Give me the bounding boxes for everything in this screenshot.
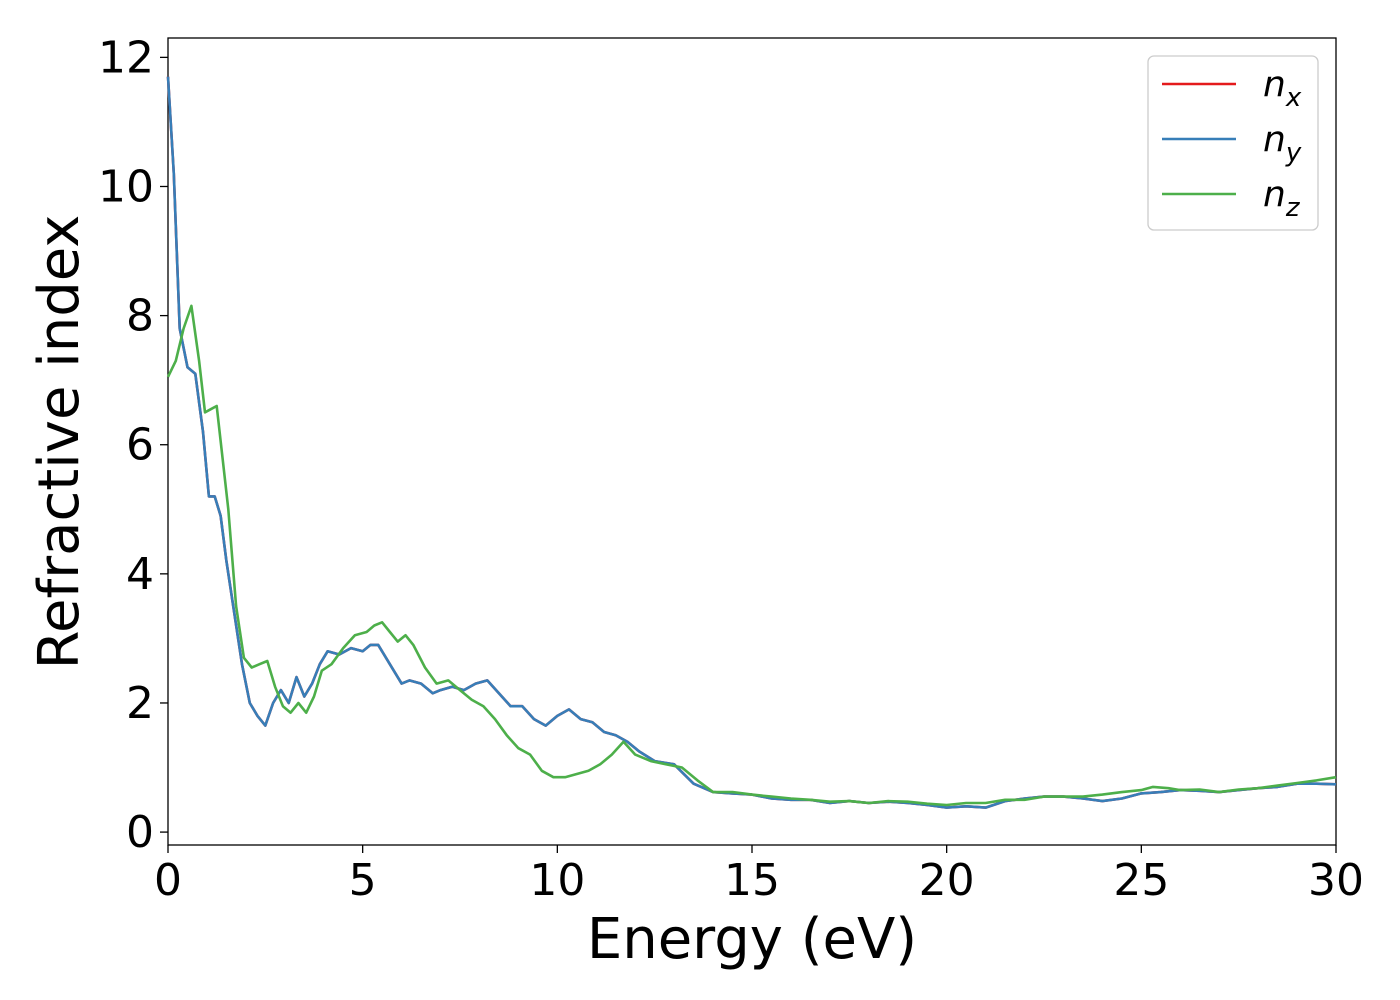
x-axis-label: Energy (eV): [587, 907, 917, 972]
x-tick-label: 20: [919, 855, 975, 906]
y-tick-label: 10: [98, 161, 154, 212]
legend-base: n: [1263, 174, 1286, 215]
x-tick-label: 25: [1113, 855, 1169, 906]
y-axis-ticks: 0 2 4 6 8 10 12: [98, 32, 168, 858]
legend-subscript: y: [1285, 138, 1302, 168]
legend-label-y: ny: [1263, 119, 1302, 168]
x-tick-label: 30: [1308, 855, 1364, 906]
legend-label-z: nz: [1263, 174, 1301, 223]
legend-subscript: z: [1285, 193, 1301, 223]
x-tick-label: 10: [529, 855, 585, 906]
legend-base: n: [1263, 119, 1286, 160]
legend-box: [1147, 55, 1319, 231]
y-tick-label: 2: [126, 678, 154, 729]
y-tick-label: 6: [126, 420, 154, 471]
x-tick-label: 15: [724, 855, 780, 906]
x-tick-label: 0: [154, 855, 182, 906]
y-axis-label: Refractive index: [27, 215, 92, 670]
x-axis-ticks: 0 5 10 15 20 25 30: [154, 845, 1364, 906]
series-line-z: [166, 304, 1337, 807]
y-tick-label: 4: [126, 549, 154, 600]
y-tick-label: 0: [126, 807, 154, 858]
y-tick-label: 12: [98, 32, 154, 83]
series-layer: [166, 76, 1337, 809]
legend-subscript: x: [1285, 83, 1302, 113]
legend-base: n: [1263, 64, 1286, 105]
legend-label-x: nx: [1263, 64, 1302, 113]
x-tick-label: 5: [349, 855, 377, 906]
y-tick-label: 8: [126, 291, 154, 342]
